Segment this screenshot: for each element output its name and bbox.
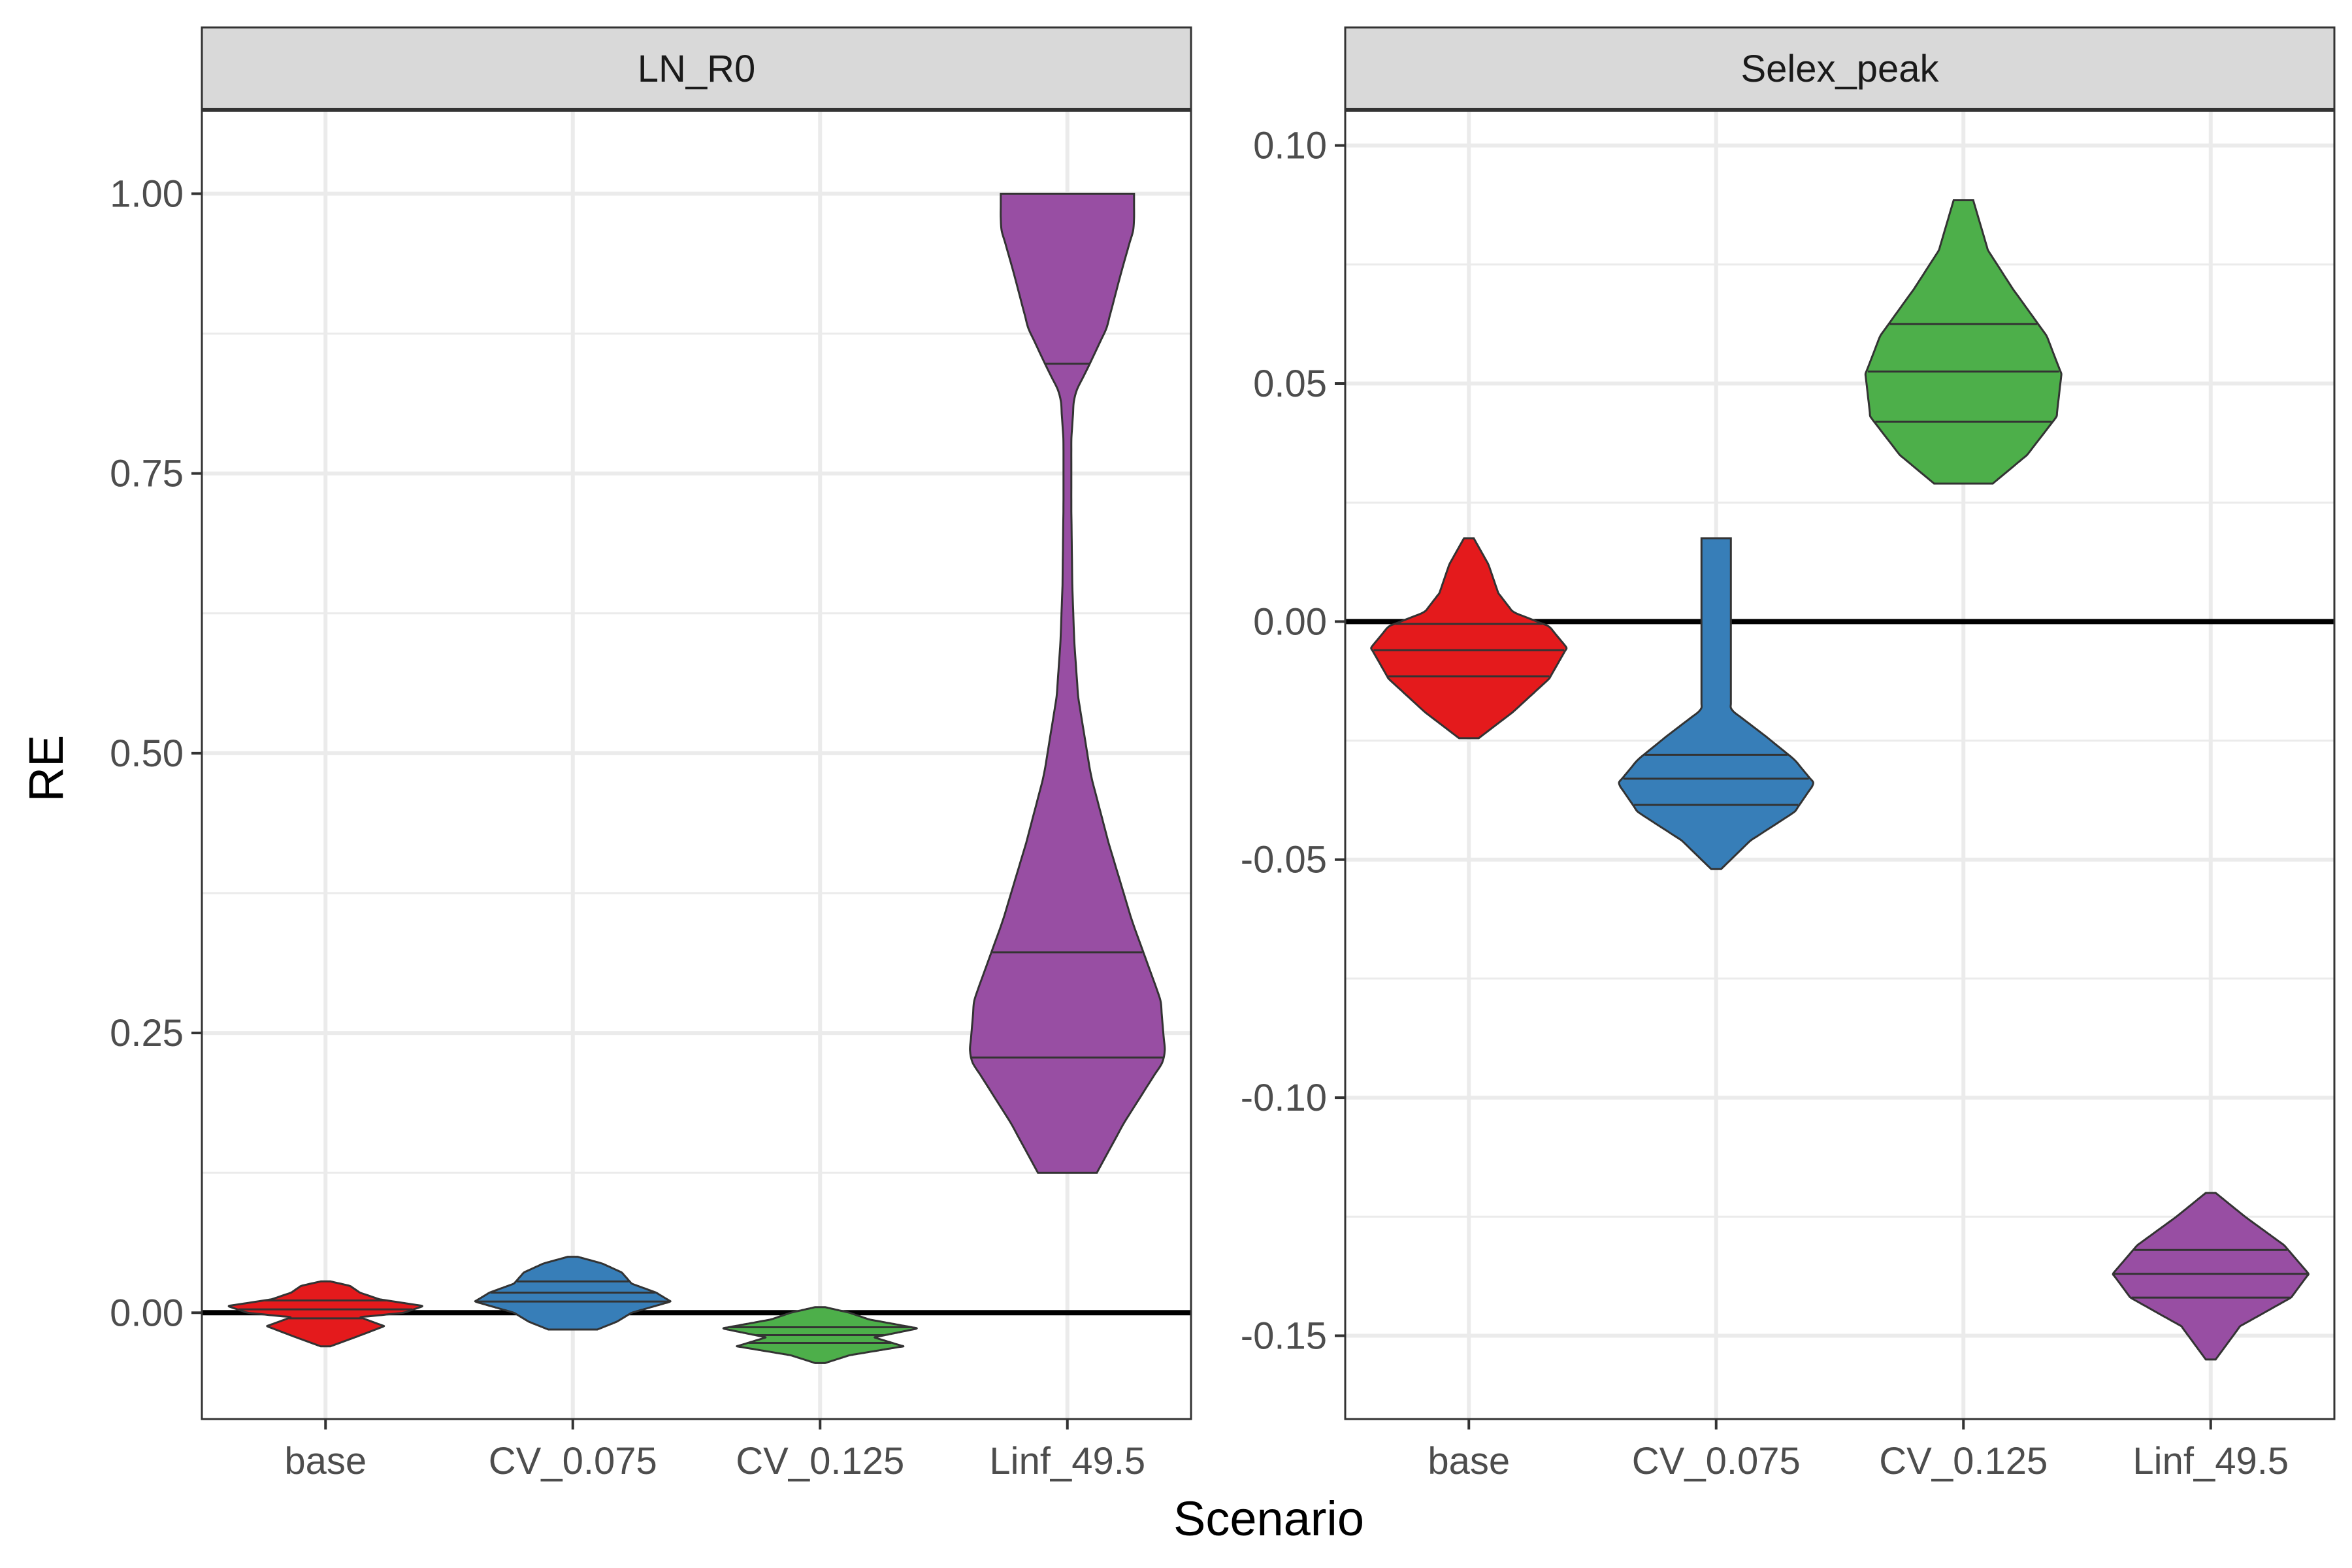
panel-selex-peak: Selex_peak -0.15 -0.10 -0.05 0.00 0.05 0.10 bas… (1241, 26, 2336, 1482)
y-tick-label: 0.05 (1253, 363, 1327, 405)
strip-label: LN_R0 (638, 48, 756, 90)
plot-background (1345, 110, 2334, 1419)
violin-body (969, 193, 1166, 1174)
x-tick-label: base (1428, 1440, 1510, 1482)
y-tick-label: 1.00 (110, 172, 184, 215)
y-tick-label: 0.00 (1253, 600, 1327, 643)
x-tick-label: CV_0.075 (489, 1440, 657, 1482)
y-tick-label: -0.15 (1241, 1315, 1327, 1357)
violin-cv-0-125 (722, 1306, 918, 1364)
x-tick-label: Linf_49.5 (989, 1440, 1145, 1482)
violin-base (1370, 537, 1568, 740)
y-tick-label: 0.00 (110, 1292, 184, 1334)
panels-layer: LN_R0 0.00 0.25 0.50 0.75 1.00 base CV_0.075 CV_… (110, 26, 2336, 1482)
violin-body (1618, 537, 1814, 870)
y-tick-label: 0.50 (110, 732, 184, 775)
violin-cv-0-075 (474, 1256, 672, 1331)
panel-ln-r0: LN_R0 0.00 0.25 0.50 0.75 1.00 base CV_0.075 CV_… (110, 26, 1192, 1482)
y-tick-label: -0.05 (1241, 839, 1327, 881)
violin-cv-0-125 (1864, 199, 2063, 485)
violin-body (227, 1280, 423, 1348)
violin-linf-49-5 (969, 193, 1166, 1174)
x-tick-label: base (284, 1440, 367, 1482)
strip-label: Selex_peak (1740, 48, 1939, 90)
x-tick-label: CV_0.075 (1632, 1440, 1801, 1482)
strip-background (1344, 26, 2336, 111)
y-tick-label: 0.75 (110, 453, 184, 495)
violin-body (1370, 537, 1568, 740)
x-tick-label: Linf_49.5 (2132, 1440, 2289, 1482)
y-axis-title: RE (19, 735, 73, 802)
plot-background (202, 110, 1191, 1419)
y-tick-label: -0.10 (1241, 1077, 1327, 1119)
x-tick-label: CV_0.125 (736, 1440, 904, 1482)
violin-linf-49-5 (2112, 1192, 2310, 1361)
violin-base (227, 1280, 423, 1348)
violin-cv-0-075 (1618, 537, 1814, 870)
x-tick-label: CV_0.125 (1879, 1440, 2048, 1482)
violin-body (1864, 199, 2063, 485)
y-tick-label: 0.25 (110, 1012, 184, 1054)
y-tick-label: 0.10 (1253, 125, 1327, 167)
strip-background (201, 26, 1192, 111)
violin-body (2112, 1192, 2310, 1361)
x-axis-title: Scenario (1173, 1492, 1364, 1546)
